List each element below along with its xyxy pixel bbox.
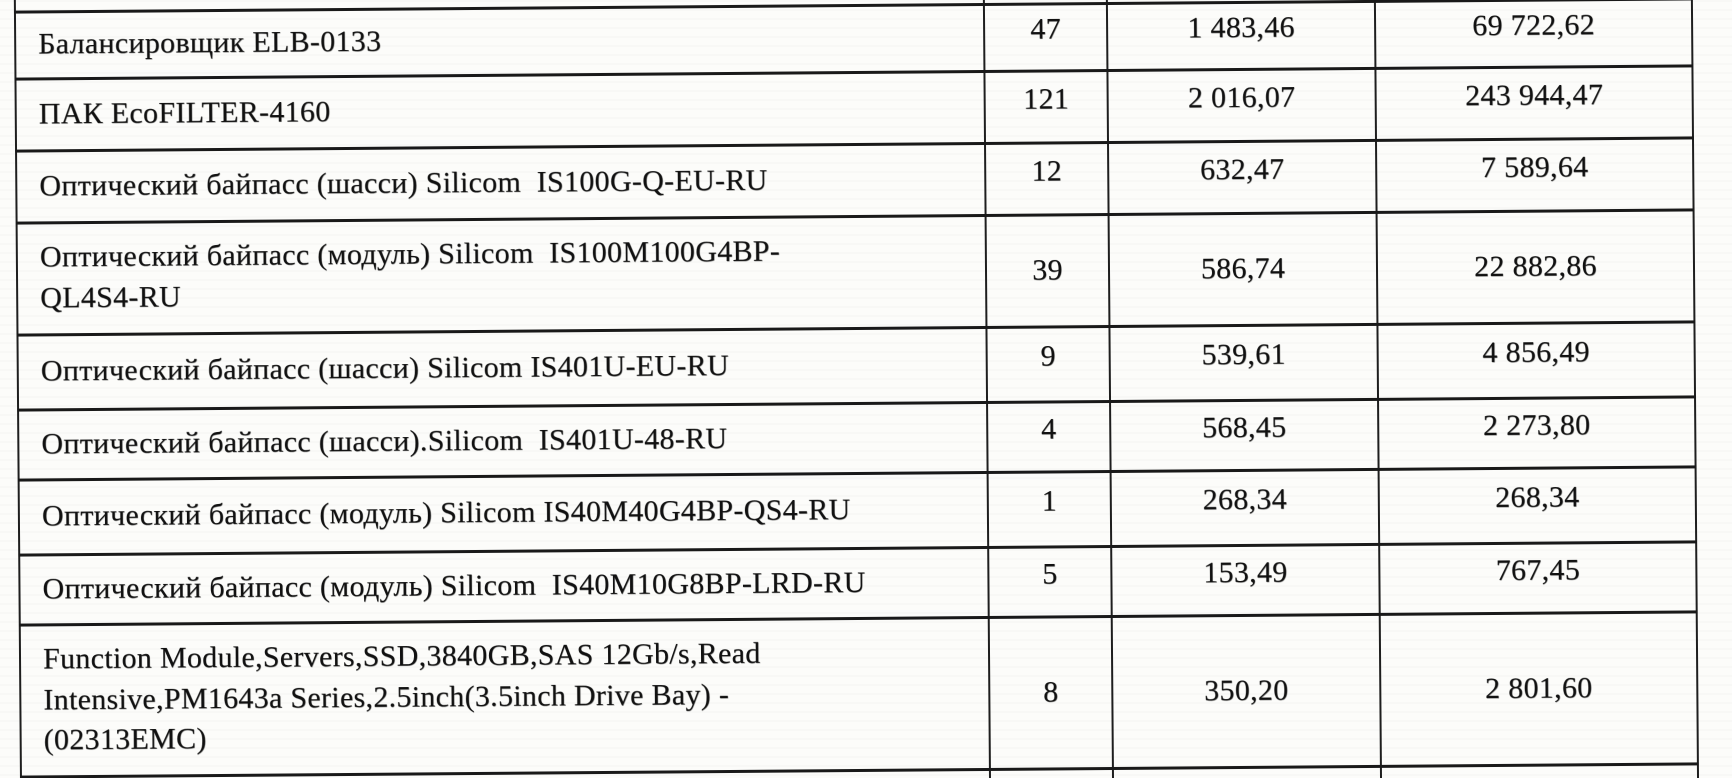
total-amount-cell: 268,34 <box>1378 466 1697 544</box>
quantity-cell: 39 <box>985 214 1110 327</box>
item-description-cell: Оптический байпасс (модуль) Silicom IS10… <box>16 214 987 335</box>
unit-price-cell: 350,20 <box>1111 613 1381 768</box>
item-description-cell: ПАК EcoFILTER-4160 <box>15 70 986 151</box>
table-row: Оптический байпасс (шасси).Silicom IS401… <box>18 396 1696 480</box>
quantity-cell: 4 <box>987 401 1111 472</box>
total-amount-cell: 243 944,47 <box>1375 65 1693 140</box>
unit-price-cell: 632,47 <box>1107 139 1377 215</box>
items-table: Балансировщик ELB-0133 47 1 483,46 69 72… <box>14 0 1699 778</box>
quantity-cell: 1 <box>987 471 1112 547</box>
total-amount-cell: 7 589,64 <box>1375 137 1694 212</box>
item-description-cell: Оптический байпасс (шасси).Silicom IS401… <box>18 401 988 480</box>
quantity-cell: 8 <box>988 616 1113 769</box>
quantity-cell <box>989 767 1114 778</box>
unit-price-cell: 153,49 <box>1111 543 1380 617</box>
item-description-cell: Оптический байпасс (модуль) Silicom IS40… <box>19 546 989 625</box>
table-row: Оптический байпасс (шасси) Silicom IS100… <box>16 137 1694 223</box>
total-amount-cell: 767,45 <box>1379 541 1697 614</box>
table-row: Оптический байпасс (модуль) Silicom IS40… <box>19 541 1697 625</box>
table-row: Оптический байпасс (модуль) Silicom IS10… <box>16 209 1695 335</box>
unit-price-cell: 2 016,07 <box>1107 67 1376 143</box>
quantity-cell: 9 <box>986 326 1111 402</box>
total-amount-cell: 4 856,49 <box>1377 321 1696 399</box>
quantity-cell: 12 <box>985 142 1109 215</box>
item-description-cell: Оптический байпасс (шасси) Silicom IS401… <box>17 326 988 410</box>
item-description-cell: Function Module,Servers,SSD,3840GB,SAS 1… <box>19 616 990 777</box>
unit-price-cell: 268,34 <box>1110 468 1380 547</box>
scan-sheet: Балансировщик ELB-0133 47 1 483,46 69 72… <box>14 0 1699 778</box>
item-description-cell: Оптический байпасс (модуль) Silicom IS40… <box>18 471 989 555</box>
unit-price-cell <box>1112 765 1382 778</box>
table-row: ПАК EcoFILTER-4160 121 2 016,07 243 944,… <box>15 65 1693 151</box>
total-amount-cell: 22 882,86 <box>1376 209 1695 324</box>
total-amount-cell: 69 722,62 <box>1374 0 1693 68</box>
total-amount-cell: 2 273,80 <box>1378 396 1696 469</box>
quantity-cell: 5 <box>988 546 1112 617</box>
item-description-cell: Оптический байпасс (шасси) Silicom IS100… <box>16 142 986 223</box>
item-description-cell: Балансировщик ELB-0133 <box>14 3 985 79</box>
unit-price-cell: 568,45 <box>1110 398 1379 472</box>
quantity-cell: 121 <box>984 70 1108 143</box>
unit-price-cell: 1 483,46 <box>1106 0 1376 71</box>
unit-price-cell: 586,74 <box>1108 211 1378 327</box>
table-row: Function Module,Servers,SSD,3840GB,SAS 1… <box>19 611 1698 777</box>
table-row: Оптический байпасс (модуль) Silicom IS40… <box>18 466 1697 555</box>
total-amount-cell <box>1380 763 1699 778</box>
table-row: Оптический байпасс (шасси) Silicom IS401… <box>17 321 1696 410</box>
unit-price-cell: 539,61 <box>1109 323 1379 402</box>
quantity-cell: 47 <box>983 3 1108 71</box>
total-amount-cell: 2 801,60 <box>1379 611 1698 766</box>
